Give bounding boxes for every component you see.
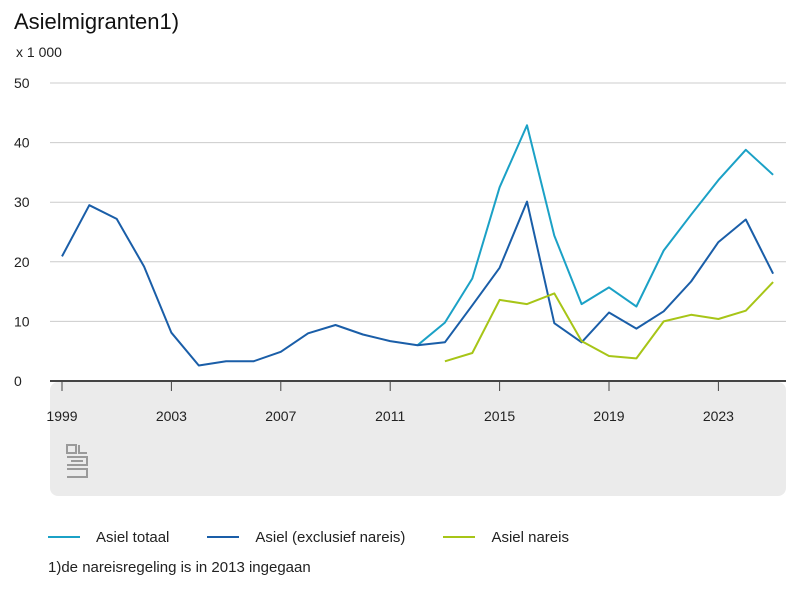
y-unit-label: x 1 000 xyxy=(16,44,62,60)
legend-swatch xyxy=(207,536,240,538)
legend-label: Asiel nareis xyxy=(491,528,569,546)
y-tick-label: 10 xyxy=(14,313,30,329)
legend-label: Asiel totaal xyxy=(96,528,170,546)
x-tick-label: 2007 xyxy=(265,408,296,424)
series-lines xyxy=(61,124,774,367)
legend-item-asiel-totaal[interactable]: Asiel totaal xyxy=(48,529,169,546)
series-line-asiel-exclusief-nareis xyxy=(61,200,774,367)
y-tick-label: 0 xyxy=(14,373,22,389)
series-line-asiel-totaal xyxy=(416,124,774,346)
grid-lines xyxy=(50,82,786,382)
legend-label: Asiel (exclusief nareis) xyxy=(255,528,406,546)
x-tick-label: 2003 xyxy=(156,408,187,424)
x-tick-label: 2023 xyxy=(703,408,734,424)
legend-item-asiel-nareis[interactable]: Asiel nareis xyxy=(443,529,569,546)
x-tick-label: 2011 xyxy=(375,408,405,424)
y-tick-labels: 50 40 30 20 10 0 xyxy=(14,75,30,389)
y-tick-label: 30 xyxy=(14,194,30,210)
footer-panel xyxy=(50,382,786,496)
legend-swatch xyxy=(443,536,476,538)
x-tick-label: 1999 xyxy=(46,408,77,424)
x-tick-label: 2019 xyxy=(593,408,624,424)
legend-item-asiel-exclusief-nareis[interactable]: Asiel (exclusief nareis) xyxy=(207,529,405,546)
x-tick-label: 2015 xyxy=(484,408,515,424)
y-tick-label: 50 xyxy=(14,75,30,91)
chart-title: Asielmigranten1) xyxy=(14,9,180,34)
line-chart: 50 40 30 20 10 0 1999 2003 2007 2011 2015 2019 2023 xyxy=(14,75,786,496)
series-line-asiel-nareis xyxy=(444,281,774,363)
legend-swatch xyxy=(48,536,80,538)
legend: Asiel totaal Asiel (exclusief nareis) As… xyxy=(48,527,607,547)
y-tick-label: 40 xyxy=(14,135,30,151)
footnote: 1)de nareisregeling is in 2013 ingegaan xyxy=(48,559,311,576)
cbs-logo-icon xyxy=(66,444,88,478)
y-tick-label: 20 xyxy=(14,254,30,270)
x-tick-labels: 1999 2003 2007 2011 2015 2019 2023 xyxy=(46,381,734,424)
